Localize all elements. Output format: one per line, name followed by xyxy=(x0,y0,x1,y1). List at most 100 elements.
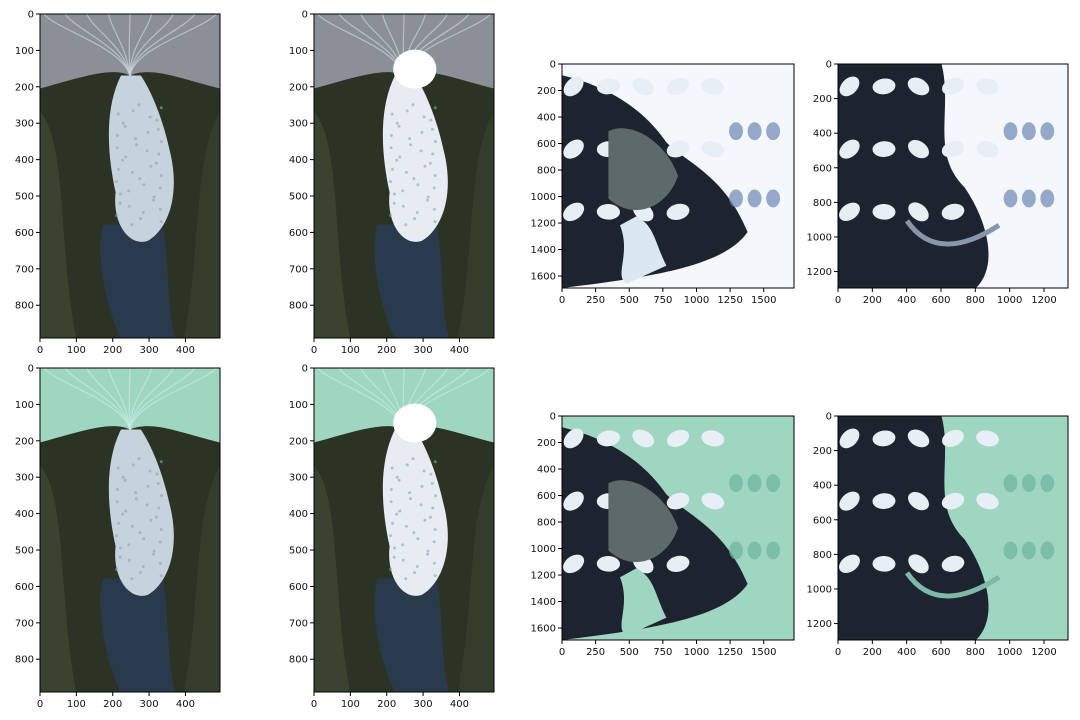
y-tick-label: 600 xyxy=(15,582,34,593)
image-panel-top-1: 0 100 200 300 400 0 100 200 300 400 500 600 700 800 xyxy=(10,8,240,358)
image-panel-top-3: 0 250 500 750 1000 1250 1500 0 200 400 600 800 1000 1… xyxy=(520,58,810,308)
x-tick-label: 1000 xyxy=(684,647,709,658)
ice-speckle xyxy=(152,198,156,202)
ice-speckle xyxy=(139,571,143,575)
rocky-terrain xyxy=(838,416,989,640)
y-tick-label: 400 xyxy=(813,129,832,140)
calving-ice xyxy=(393,403,437,443)
flow-stripe xyxy=(107,368,131,430)
x-tick-label: 400 xyxy=(450,345,469,356)
snow-patch xyxy=(666,492,690,510)
ice-speckle xyxy=(404,170,408,174)
ice-speckle xyxy=(432,540,436,544)
snow-patch xyxy=(908,139,929,159)
x-tick-label: 1500 xyxy=(751,295,776,306)
ice-speckle xyxy=(155,118,159,122)
x-tick-label: 100 xyxy=(341,345,360,356)
panel-svg: 0 100 200 300 400 0 100 200 300 400 500 600 700 800 xyxy=(15,364,221,710)
ice-speckle xyxy=(398,509,402,513)
image-panel-top-4: 0 200 400 600 800 1000 1200 0 200 400 600 800 1000 12… xyxy=(806,58,1080,308)
y-tick-label: 800 xyxy=(537,166,556,177)
ice-speckle xyxy=(392,201,396,205)
image-content xyxy=(562,64,794,288)
x-tick-label: 300 xyxy=(140,699,159,710)
y-tick-label: 400 xyxy=(289,155,308,166)
ice-speckle xyxy=(431,152,435,156)
snow-patch xyxy=(563,76,584,97)
y-tick-label: 400 xyxy=(537,113,556,124)
snow-patch xyxy=(839,139,860,159)
x-tick-label: 500 xyxy=(620,295,639,306)
ice-speckle xyxy=(152,552,156,556)
snow-patch xyxy=(666,77,690,95)
ice-speckle xyxy=(401,558,405,562)
ice-speckle xyxy=(134,137,138,141)
x-tick-label: 400 xyxy=(897,647,916,658)
snow-shadow xyxy=(729,189,743,208)
ice-speckle xyxy=(405,463,409,467)
snow-shadow xyxy=(1040,122,1055,141)
y-tick-label: 200 xyxy=(15,436,34,447)
y-tick-label: 300 xyxy=(289,119,308,130)
ice-speckle xyxy=(115,534,119,538)
ice-speckle xyxy=(389,500,393,504)
ice-speckle xyxy=(146,130,150,134)
snow-shadow xyxy=(747,122,762,141)
y-tick-label: 800 xyxy=(15,301,34,312)
snow-patch xyxy=(596,555,620,572)
mountain-shade xyxy=(458,111,494,338)
y-tick-label: 700 xyxy=(289,264,308,275)
panel-svg: 0 200 400 600 800 1000 1200 0 200 400 600 800 1000 12… xyxy=(807,412,1069,658)
ice-melange xyxy=(382,429,448,596)
snow-patch xyxy=(701,140,725,158)
y-tick-label: 1000 xyxy=(807,232,832,243)
x-tick-label: 1250 xyxy=(717,647,742,658)
ice-speckle xyxy=(148,469,152,473)
ice-speckle xyxy=(131,463,135,467)
ice-speckle xyxy=(389,568,393,572)
ice-speckle xyxy=(158,207,162,211)
x-tick-label: 0 xyxy=(311,345,317,356)
y-tick-label: 600 xyxy=(813,515,832,526)
rocky-terrain xyxy=(838,64,989,288)
ice-speckle xyxy=(433,220,437,224)
axis-frame xyxy=(313,13,495,339)
flow-stripe xyxy=(64,368,131,430)
image-panel-bottom-1: 0 100 200 300 400 0 100 200 300 400 500 600 700 800 xyxy=(10,362,240,712)
snow-patch xyxy=(701,78,725,95)
y-tick-label: 200 xyxy=(15,82,34,93)
y-tick-label: 400 xyxy=(15,155,34,166)
ice-speckle xyxy=(432,186,436,190)
ice-speckle xyxy=(152,549,156,553)
x-tick-label: 300 xyxy=(140,345,159,356)
fjord-water xyxy=(374,578,449,692)
mountain-shade xyxy=(184,111,220,338)
snow-patch xyxy=(908,554,929,574)
y-tick-label: 800 xyxy=(289,301,308,312)
lake xyxy=(608,480,678,563)
x-tick-label: 600 xyxy=(931,295,950,306)
ice-speckle xyxy=(157,152,161,156)
x-tick-label: 1200 xyxy=(1031,295,1056,306)
x-tick-label: 750 xyxy=(653,647,672,658)
ice-speckle xyxy=(405,109,409,113)
ice-speckle xyxy=(431,506,435,510)
flow-stripe xyxy=(129,14,217,76)
axis-frame xyxy=(39,13,221,339)
mountain-shade xyxy=(458,465,494,692)
y-tick-label: 800 xyxy=(813,550,832,561)
y-tick-label: 1000 xyxy=(531,544,556,555)
ice-speckle xyxy=(430,481,434,485)
panel-svg: 0 100 200 300 400 0 100 200 300 400 500 600 700 800 xyxy=(289,364,495,710)
x-tick-label: 200 xyxy=(377,699,396,710)
y-tick-label: 200 xyxy=(289,82,308,93)
flow-stripe xyxy=(43,14,131,76)
ice-speckle xyxy=(420,130,424,134)
flow-stripe xyxy=(107,14,131,76)
ice-speckle xyxy=(138,531,142,535)
ice-speckle xyxy=(433,574,437,578)
y-tick-label: 600 xyxy=(15,228,34,239)
y-tick-label: 800 xyxy=(289,655,308,666)
ice-speckle xyxy=(123,124,127,128)
snow-patch xyxy=(907,429,930,448)
